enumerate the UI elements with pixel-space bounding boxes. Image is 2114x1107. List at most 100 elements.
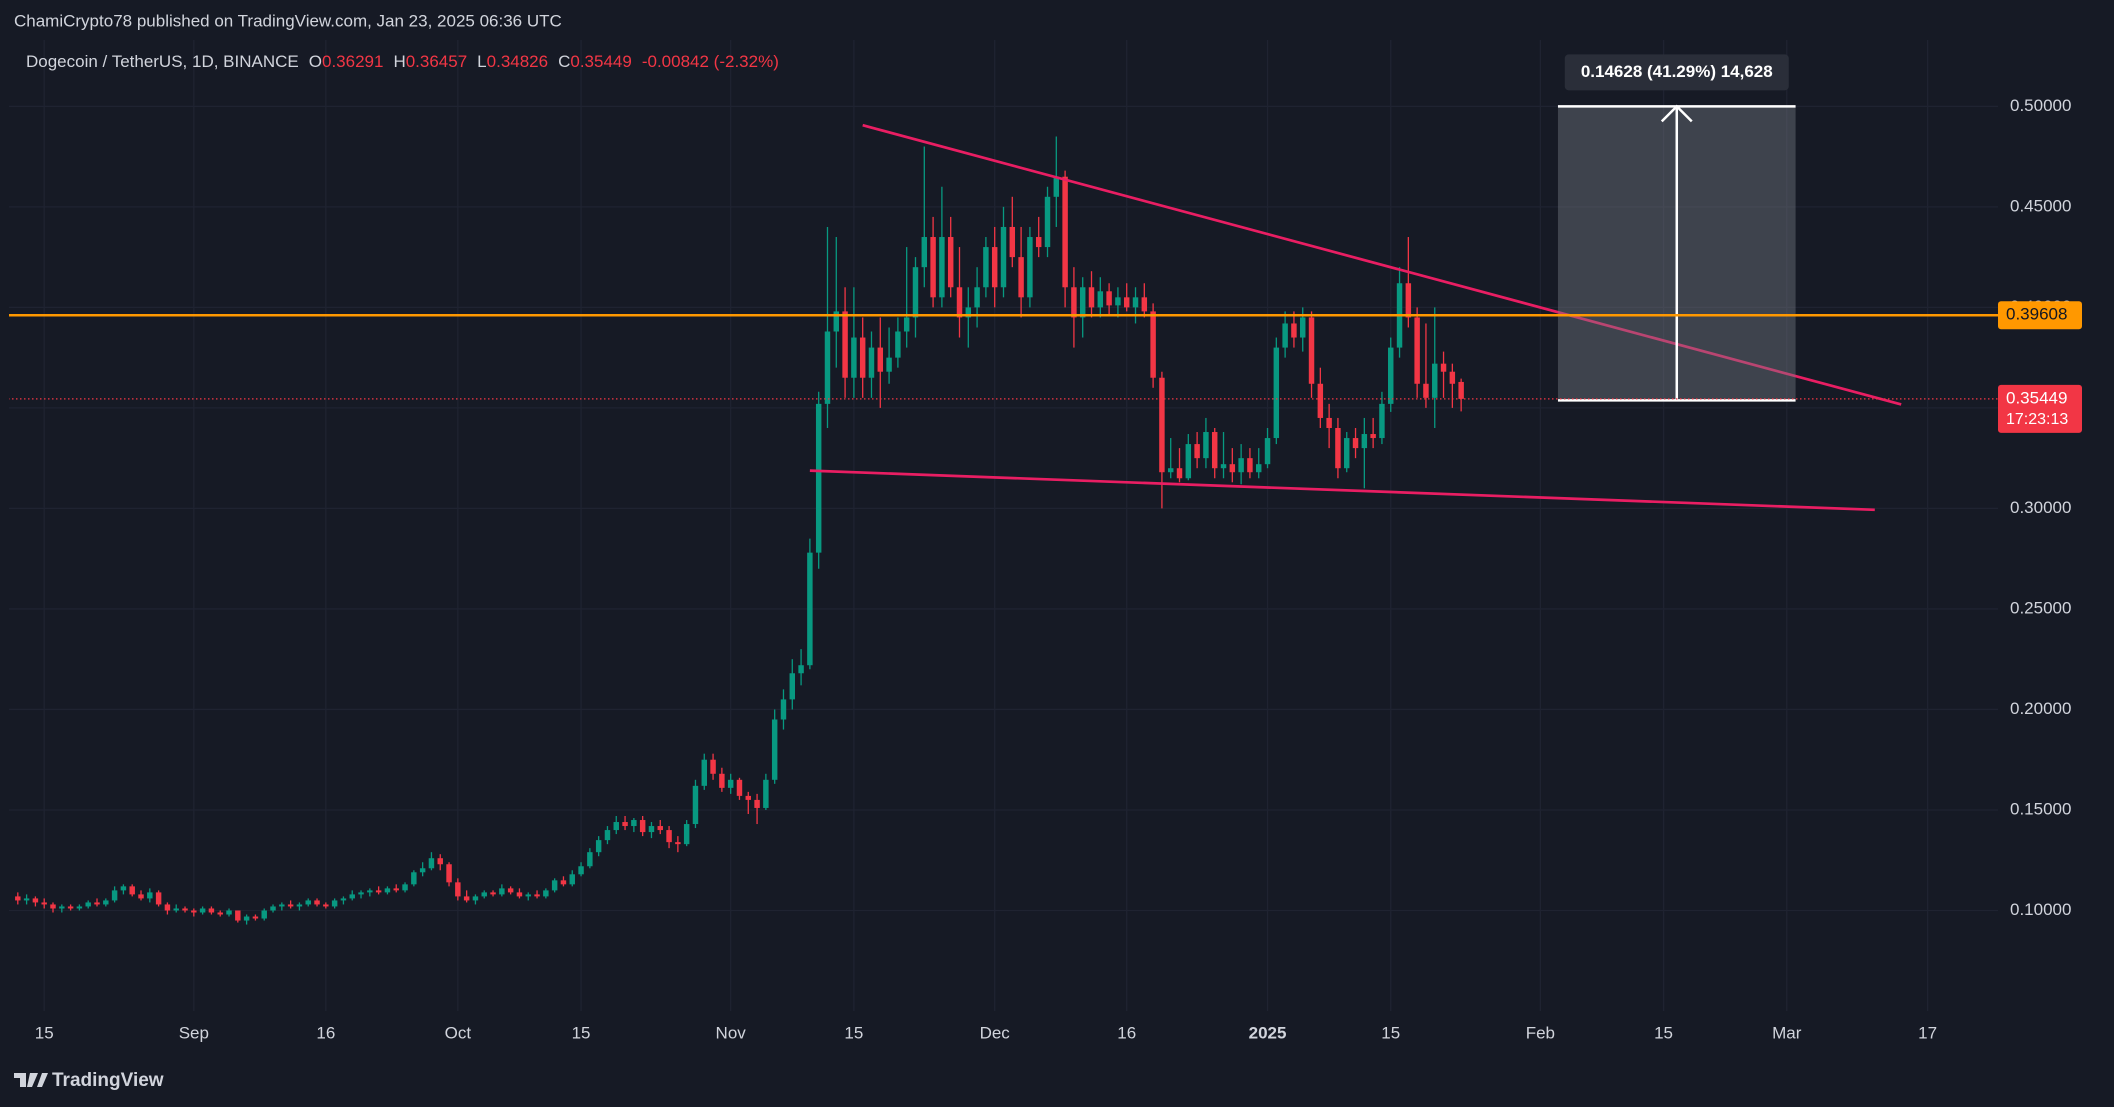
candle-body [991, 247, 998, 288]
candle-body [1062, 176, 1068, 288]
ohlc-key: H [393, 52, 406, 71]
candle-body [1440, 363, 1447, 372]
measure-label-box [1564, 54, 1789, 91]
candle-body [903, 317, 910, 332]
candle-body [138, 894, 144, 899]
x-tick-label: Oct [445, 1023, 472, 1042]
candle-body [1150, 311, 1156, 378]
y-tick-label: 0.15000 [2010, 799, 2071, 818]
symbol: Dogecoin / TetherUS, 1D, BINANCE [26, 52, 299, 71]
y-tick-label: 0.20000 [2010, 699, 2071, 718]
candle-body [1079, 287, 1086, 318]
candle-body [1220, 464, 1227, 469]
candle-body [1300, 317, 1306, 338]
candle-body [305, 900, 311, 905]
candle-body [367, 890, 373, 893]
candle-body [595, 840, 602, 853]
candle-body [235, 910, 241, 921]
y-tick-label: 0.25000 [2010, 598, 2071, 617]
candle-body [1414, 317, 1420, 384]
candle-body [1035, 237, 1042, 248]
candle-body [1308, 317, 1315, 384]
candle-body [314, 900, 320, 905]
candle-body [534, 894, 540, 897]
x-tick-label: 17 [1918, 1023, 1937, 1042]
candle-body [279, 904, 285, 907]
candle-body [833, 311, 840, 332]
x-tick-label: Mar [1772, 1023, 1802, 1042]
candle-body [543, 890, 549, 897]
ohlc-value: 0.36457 [405, 52, 468, 71]
candle-body [85, 902, 91, 907]
candle-body [261, 910, 267, 919]
x-tick-label: 15 [844, 1023, 863, 1042]
candle-body [780, 699, 787, 720]
footer-logo [14, 1073, 48, 1087]
candle-body [67, 906, 74, 909]
x-tick-label: Feb [1526, 1023, 1555, 1042]
ohlc-value: 0.35449 [570, 52, 632, 71]
x-tick-label: 16 [316, 1023, 335, 1042]
candle-body [1000, 226, 1007, 288]
candle-body [59, 906, 65, 909]
candle-body [560, 880, 567, 885]
candle-body [947, 237, 954, 288]
candle-body [349, 894, 355, 899]
candle-body [657, 826, 663, 831]
candle-body [155, 892, 162, 905]
candle-body [1027, 237, 1033, 298]
candle-body [1123, 297, 1130, 308]
plot-area [9, 104, 1998, 925]
candle-body [455, 882, 461, 897]
candle-body [270, 906, 276, 911]
candle-body [1344, 438, 1350, 469]
candle-body [727, 779, 734, 788]
candle-body [639, 820, 646, 833]
candle-body [1432, 363, 1438, 398]
candle-body [886, 357, 892, 372]
candle-body [182, 908, 188, 911]
candle-body [622, 822, 628, 827]
candle-body [375, 890, 382, 893]
candle-body [692, 785, 699, 825]
candle-body [824, 331, 831, 404]
candle-body [296, 904, 303, 907]
last-price-label: 0.35449 [2006, 388, 2067, 407]
candle-body [94, 902, 100, 905]
candle-body [472, 896, 479, 901]
candle-body [463, 896, 470, 901]
candle-body [815, 403, 822, 553]
candle-body [1458, 381, 1464, 399]
x-tick-label: 15 [572, 1023, 591, 1042]
candle-body [1370, 434, 1376, 439]
candle-body [798, 665, 804, 674]
candle-body [578, 866, 584, 875]
candle-body [481, 892, 487, 897]
candle-body [701, 759, 707, 786]
candle-body [1018, 257, 1024, 298]
candle-body [1388, 347, 1394, 404]
candle-body [516, 892, 523, 897]
candle-body [939, 237, 945, 298]
candle-body [1071, 287, 1077, 318]
x-tick-label: Sep [179, 1023, 209, 1042]
candle-body [419, 868, 426, 873]
candle-body [358, 892, 364, 895]
candle-body [1282, 323, 1288, 348]
candle-body [1053, 176, 1060, 197]
candle-body [1317, 383, 1324, 418]
candle-body [1247, 458, 1253, 473]
candle-body [877, 347, 884, 372]
measure-label: 0.14628 (41.29%) 14,628 [1581, 62, 1773, 81]
candle-body [1106, 291, 1112, 306]
candle-body [789, 673, 796, 700]
candle-body [208, 908, 215, 913]
candle-body [1009, 226, 1016, 258]
candle-body [956, 287, 963, 318]
candle-body [1132, 297, 1139, 308]
candle-body [1238, 458, 1244, 473]
candle-body [446, 864, 452, 883]
candle-body [199, 908, 206, 913]
candle-body [252, 916, 259, 919]
candle-body [1326, 417, 1332, 428]
